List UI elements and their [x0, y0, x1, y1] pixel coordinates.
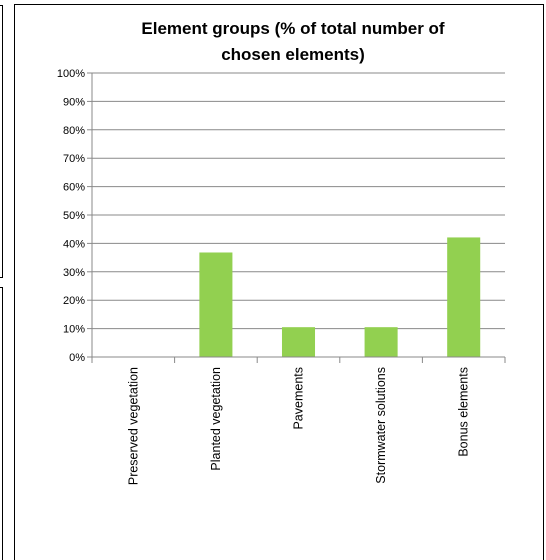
bar — [364, 327, 398, 357]
bars — [199, 237, 481, 357]
adjacent-panel-top-edge — [0, 5, 3, 278]
y-axis-tick-labels: 0% 10% 20% 30% 40% 50% 60% 70% 80% 90% 100% — [57, 68, 85, 364]
bar — [199, 252, 233, 357]
bar — [447, 237, 481, 357]
axes — [91, 73, 506, 363]
y-tick-label: 20% — [63, 295, 85, 307]
chart-title-line-2: chosen elements) — [221, 45, 365, 64]
chart-title: Element groups (% of total number of cho… — [141, 19, 445, 64]
x-category-label: Preserved vegetation — [126, 367, 140, 485]
x-category-label: Planted vegetation — [209, 367, 223, 471]
x-category-label: Pavements — [292, 367, 306, 430]
y-tick-label: 80% — [63, 125, 85, 137]
x-category-label: Bonus elements — [457, 367, 471, 457]
y-tick-label: 60% — [63, 182, 85, 194]
y-tick-label: 10% — [63, 324, 85, 336]
x-axis-category-labels: Preserved vegetation Planted vegetation Pa… — [126, 367, 470, 485]
y-tick-label: 50% — [63, 210, 85, 222]
x-category-label: Stormwater solutions — [374, 367, 388, 484]
y-tick-label: 90% — [63, 96, 85, 108]
y-tick-label: 70% — [63, 153, 85, 165]
bar — [281, 327, 316, 357]
y-tick-label: 40% — [63, 238, 85, 250]
y-tick-label: 30% — [63, 267, 85, 279]
gridlines — [87, 72, 505, 358]
chart-title-line-1: Element groups (% of total number of — [141, 19, 445, 38]
adjacent-panel-bottom-edge — [0, 287, 3, 560]
y-tick-label: 100% — [57, 68, 85, 80]
y-tick-label: 0% — [69, 352, 85, 364]
